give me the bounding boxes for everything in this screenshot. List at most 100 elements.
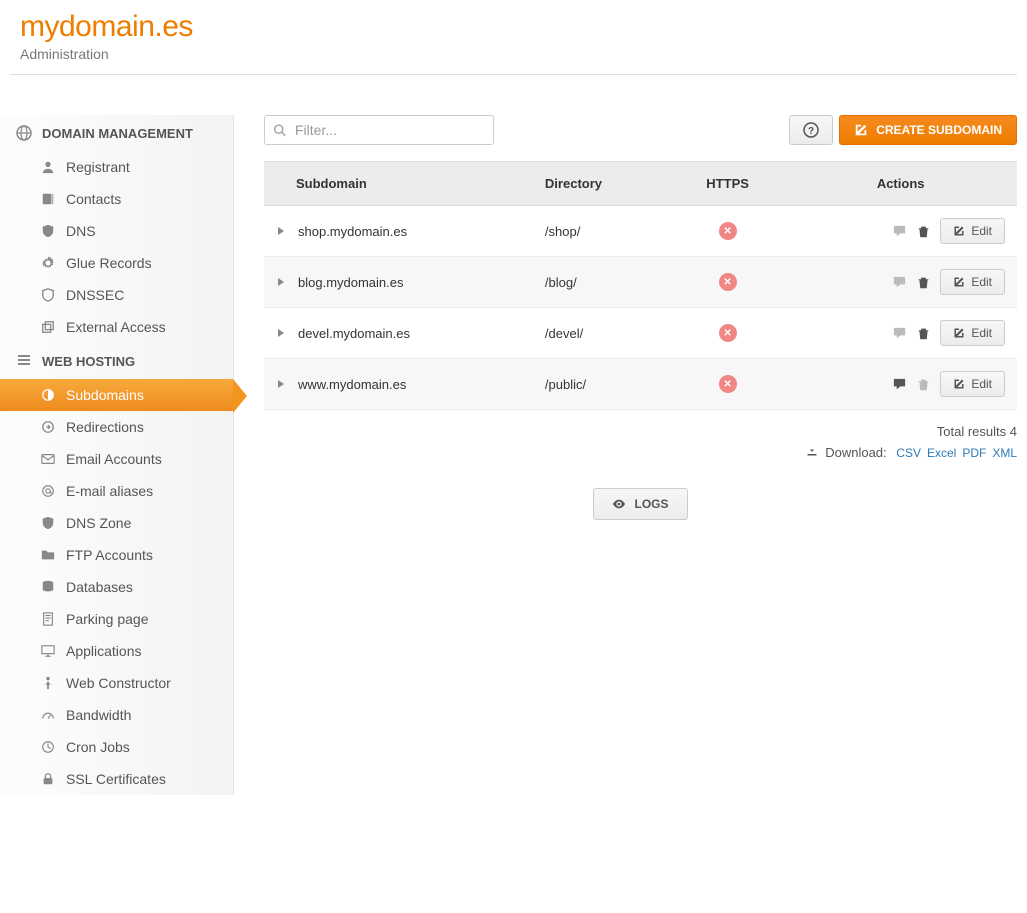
- section-title: DOMAIN MANAGEMENT: [42, 126, 193, 141]
- x-circle-icon: ✕: [719, 222, 737, 240]
- subdomain-name: devel.mydomain.es: [298, 326, 410, 341]
- total-results-label: Total results: [937, 424, 1006, 439]
- nav-item-bandwidth[interactable]: Bandwidth: [0, 699, 233, 731]
- nav-item-label: Web Constructor: [66, 675, 171, 691]
- trash-icon[interactable]: [917, 224, 930, 239]
- subdomain-name: blog.mydomain.es: [298, 275, 404, 290]
- download-link-xml[interactable]: XML: [992, 446, 1017, 460]
- nav-item-label: Parking page: [66, 611, 149, 627]
- nav-item-registrant[interactable]: Registrant: [0, 151, 233, 183]
- page-header: mydomain.es Administration: [10, 0, 1017, 75]
- create-subdomain-button[interactable]: CREATE SUBDOMAIN: [839, 115, 1017, 145]
- nav-item-external-access[interactable]: External Access: [0, 311, 233, 343]
- edit-icon: [953, 378, 965, 390]
- edit-button[interactable]: Edit: [940, 269, 1005, 295]
- column-directory[interactable]: Directory: [533, 162, 671, 206]
- svg-text:?: ?: [808, 126, 814, 137]
- filter-input[interactable]: [264, 115, 494, 145]
- download-link-excel[interactable]: Excel: [927, 446, 956, 460]
- subdomains-table: Subdomain Directory HTTPS Actions shop.m…: [264, 161, 1017, 410]
- shield-icon: [40, 515, 56, 531]
- column-subdomain[interactable]: Subdomain: [264, 162, 533, 206]
- nav-item-subdomains[interactable]: Subdomains: [0, 379, 233, 411]
- table-row: blog.mydomain.es/blog/✕Edit: [264, 257, 1017, 308]
- x-circle-icon: ✕: [719, 375, 737, 393]
- search-icon: [273, 124, 286, 137]
- create-button-label: CREATE SUBDOMAIN: [876, 123, 1002, 137]
- edit-icon: [854, 123, 868, 137]
- expand-icon[interactable]: [276, 226, 286, 236]
- download-icon: [806, 445, 822, 460]
- logs-button[interactable]: LOGS: [593, 488, 687, 520]
- download-link-csv[interactable]: CSV: [896, 446, 921, 460]
- edit-button[interactable]: Edit: [940, 371, 1005, 397]
- expand-icon[interactable]: [276, 328, 286, 338]
- table-row: www.mydomain.es/public/✕Edit: [264, 359, 1017, 410]
- main-content: ? CREATE SUBDOMAIN Subdomain Directory H…: [234, 115, 1027, 795]
- nav-item-label: Bandwidth: [66, 707, 131, 723]
- header-subtitle: Administration: [20, 46, 1007, 62]
- nav-item-redirections[interactable]: Redirections: [0, 411, 233, 443]
- nav-item-label: Email Accounts: [66, 451, 162, 467]
- nav-item-dns-zone[interactable]: DNS Zone: [0, 507, 233, 539]
- comment-icon[interactable]: [892, 275, 907, 290]
- nav-item-label: Registrant: [66, 159, 130, 175]
- section-domain-management: DOMAIN MANAGEMENT: [0, 115, 233, 151]
- directory-cell: /devel/: [533, 308, 671, 359]
- nav-item-label: DNSSEC: [66, 287, 124, 303]
- edit-button[interactable]: Edit: [940, 218, 1005, 244]
- nav-item-ftp-accounts[interactable]: FTP Accounts: [0, 539, 233, 571]
- table-row: devel.mydomain.es/devel/✕Edit: [264, 308, 1017, 359]
- database-icon: [40, 579, 56, 595]
- gear-icon: [40, 255, 56, 271]
- nav-item-dnssec[interactable]: DNSSEC: [0, 279, 233, 311]
- download-label: Download:: [825, 445, 886, 460]
- expand-icon[interactable]: [276, 277, 286, 287]
- nav-item-ssl-certificates[interactable]: SSL Certificates: [0, 763, 233, 795]
- external-icon: [40, 319, 56, 335]
- help-button[interactable]: ?: [789, 115, 833, 145]
- edit-label: Edit: [971, 326, 992, 340]
- directory-cell: /public/: [533, 359, 671, 410]
- nav-item-parking-page[interactable]: Parking page: [0, 603, 233, 635]
- directory-cell: /shop/: [533, 206, 671, 257]
- eye-icon: [612, 497, 626, 511]
- user-icon: [40, 159, 56, 175]
- edit-button[interactable]: Edit: [940, 320, 1005, 346]
- nav-item-contacts[interactable]: Contacts: [0, 183, 233, 215]
- nav-item-glue-records[interactable]: Glue Records: [0, 247, 233, 279]
- logs-label: LOGS: [634, 497, 668, 511]
- shield-icon: [40, 223, 56, 239]
- trash-icon[interactable]: [917, 377, 930, 392]
- monitor-icon: [40, 643, 56, 659]
- globe-icon: [16, 125, 34, 141]
- sidebar: DOMAIN MANAGEMENT Registrant Contacts DNSG…: [0, 115, 234, 795]
- nav-item-databases[interactable]: Databases: [0, 571, 233, 603]
- nav-item-e-mail-aliases[interactable]: E-mail aliases: [0, 475, 233, 507]
- lock-icon: [40, 771, 56, 787]
- redirect-icon: [40, 419, 56, 435]
- nav-item-dns[interactable]: DNS: [0, 215, 233, 247]
- column-https[interactable]: HTTPS: [671, 162, 784, 206]
- toolbar: ? CREATE SUBDOMAIN: [264, 115, 1017, 145]
- edit-icon: [953, 276, 965, 288]
- https-cell: ✕: [671, 359, 784, 410]
- comment-icon[interactable]: [892, 326, 907, 341]
- section-title: WEB HOSTING: [42, 354, 135, 369]
- x-circle-icon: ✕: [719, 273, 737, 291]
- comment-icon[interactable]: [892, 224, 907, 239]
- download-link-pdf[interactable]: PDF: [962, 446, 986, 460]
- trash-icon[interactable]: [917, 275, 930, 290]
- trash-icon[interactable]: [917, 326, 930, 341]
- nav-item-applications[interactable]: Applications: [0, 635, 233, 667]
- nav-item-label: Redirections: [66, 419, 144, 435]
- nav-item-web-constructor[interactable]: Web Constructor: [0, 667, 233, 699]
- comment-icon[interactable]: [892, 377, 907, 392]
- person-icon: [40, 675, 56, 691]
- expand-icon[interactable]: [276, 379, 286, 389]
- nav-item-cron-jobs[interactable]: Cron Jobs: [0, 731, 233, 763]
- nav-item-email-accounts[interactable]: Email Accounts: [0, 443, 233, 475]
- page-icon: [40, 611, 56, 627]
- nav-item-label: Contacts: [66, 191, 121, 207]
- at-icon: [40, 483, 56, 499]
